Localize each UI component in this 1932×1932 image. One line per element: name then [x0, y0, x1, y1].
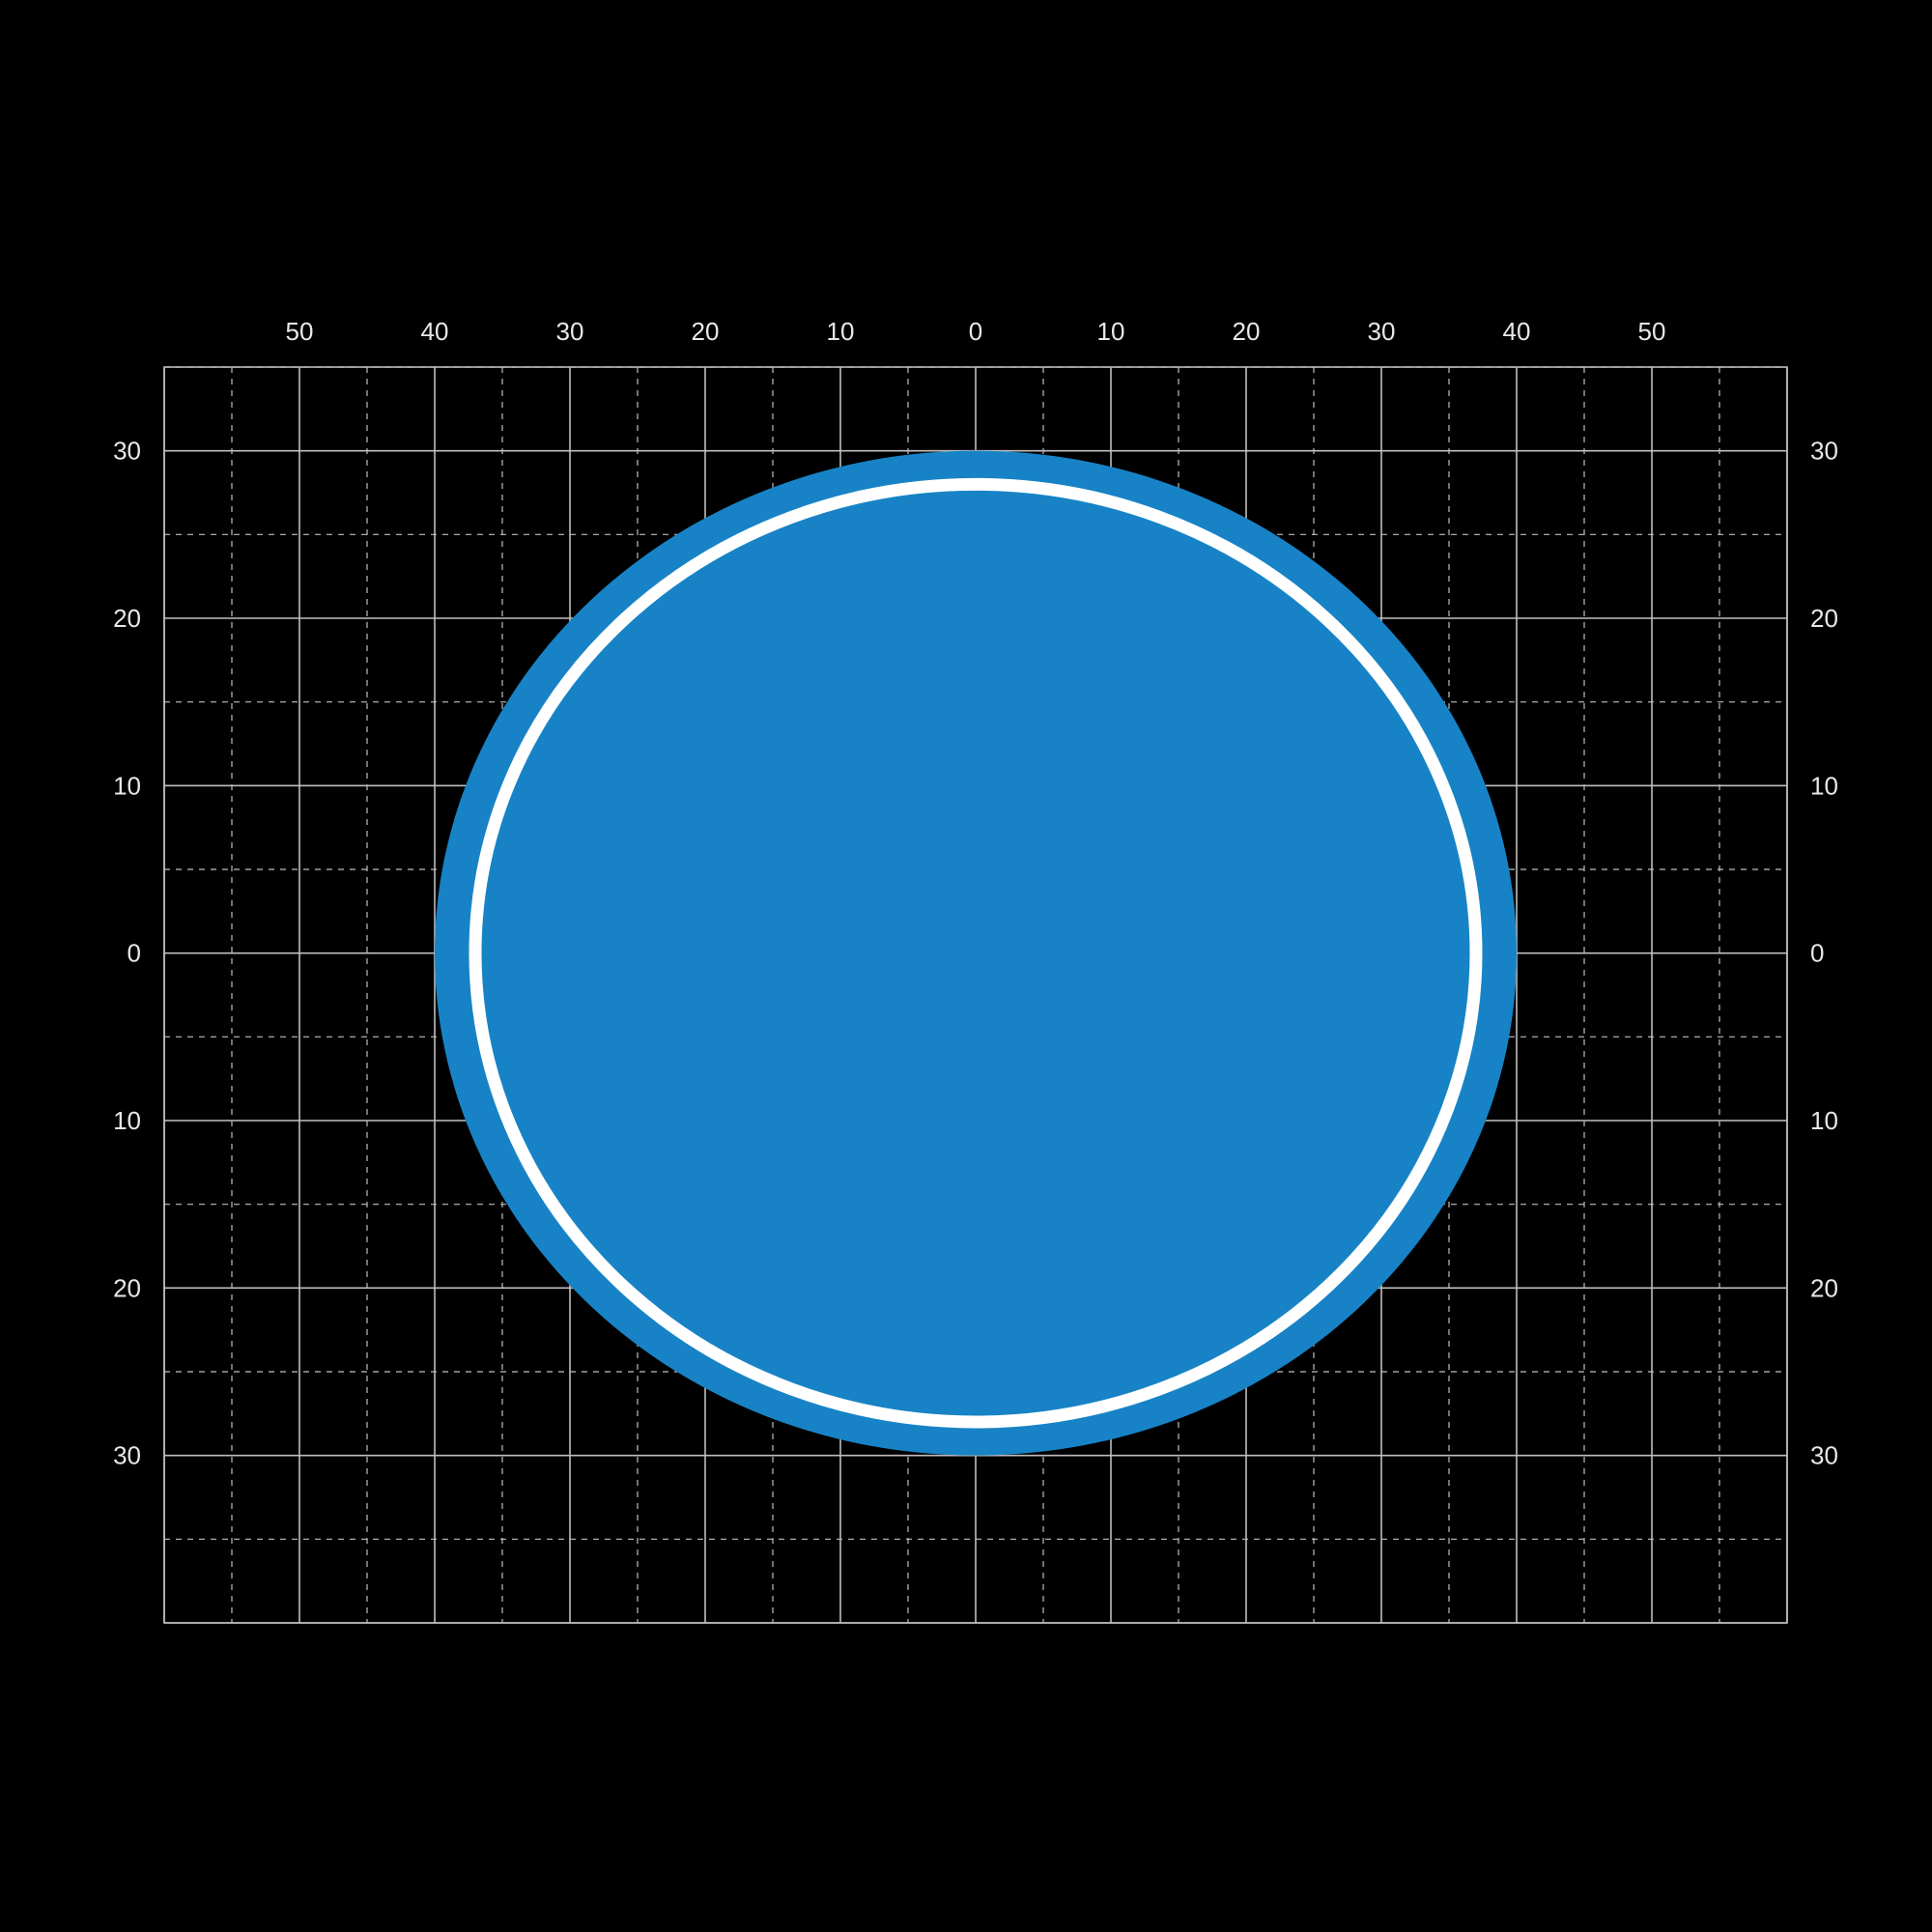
y-tick-label-left: 20 [113, 604, 141, 633]
y-tick-label-left: 30 [113, 1441, 141, 1470]
y-tick-label-right: 30 [1810, 437, 1838, 466]
x-tick-label: 0 [969, 317, 982, 346]
x-tick-label: 20 [1233, 317, 1261, 346]
y-tick-label-left: 30 [113, 437, 141, 466]
x-tick-label: 40 [1503, 317, 1531, 346]
x-tick-label: 50 [286, 317, 314, 346]
y-tick-label-left: 10 [113, 771, 141, 800]
x-tick-label: 30 [1368, 317, 1396, 346]
ellipse-shape [435, 451, 1517, 1456]
x-tick-label: 10 [1097, 317, 1125, 346]
y-tick-label-right: 0 [1810, 939, 1824, 968]
x-tick-label: 50 [1638, 317, 1666, 346]
y-tick-label-left: 0 [128, 939, 141, 968]
y-tick-label-left: 20 [113, 1273, 141, 1302]
x-tick-label: 20 [692, 317, 720, 346]
y-tick-label-right: 10 [1810, 1106, 1838, 1135]
x-tick-label: 30 [556, 317, 584, 346]
y-tick-label-right: 20 [1810, 604, 1838, 633]
x-tick-label: 10 [827, 317, 855, 346]
y-tick-label-left: 10 [113, 1106, 141, 1135]
y-tick-label-right: 30 [1810, 1441, 1838, 1470]
grid-ellipse-diagram: 50 40 30 20 10 0 10 20 30 40 50 30 20 10 0 10 20 30 30 20 10… [0, 0, 1932, 1932]
y-tick-label-right: 10 [1810, 771, 1838, 800]
y-tick-label-right: 20 [1810, 1273, 1838, 1302]
x-tick-label: 40 [421, 317, 449, 346]
